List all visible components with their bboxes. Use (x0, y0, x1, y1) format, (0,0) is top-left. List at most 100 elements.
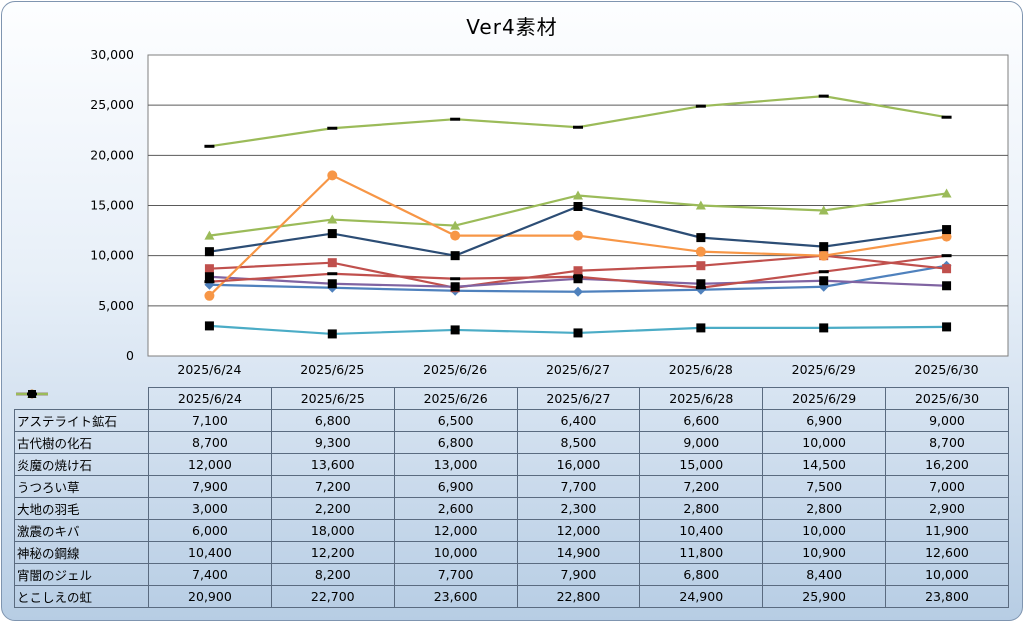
data-point (204, 321, 214, 331)
data-point (573, 286, 583, 297)
data-point (573, 275, 583, 279)
data-point (450, 117, 461, 121)
data-point (696, 323, 706, 333)
table-cell: 10,000 (762, 519, 887, 542)
table-cell: 9,000 (639, 431, 764, 454)
series-name: うつろい草 (17, 480, 80, 495)
table-row: とこしえの虹 20,900 22,700 23,600 22,800 24,900 25,9… (14, 392, 1009, 608)
table-cell: 12,200 (270, 541, 395, 564)
table-cell: 7,200 (270, 475, 395, 498)
table-cell: 2,800 (639, 497, 764, 520)
data-point (204, 280, 215, 284)
table-cell: 13,000 (393, 453, 518, 476)
data-point (696, 233, 706, 243)
data-point (941, 115, 952, 119)
data-point (327, 126, 338, 130)
data-point (450, 325, 460, 335)
data-point (819, 323, 829, 333)
table-row: 宵闇のジェル 7,400 8,200 7,700 7,900 6,800 8,400 10,0… (14, 392, 1009, 586)
table-cell: 22,700 (270, 585, 395, 608)
table-cell: 7,000 (885, 475, 1009, 498)
line-chart: 0 5,000 10,000 15,000 20,000 25,000 30,000 2025… (90, 47, 1009, 377)
data-point (573, 274, 583, 284)
data-point (695, 246, 706, 257)
data-point (695, 104, 706, 108)
data-point (573, 230, 583, 241)
table-column-header: 2025/6/27 (516, 387, 641, 410)
x-tick-label: 2025/6/28 (669, 362, 733, 377)
x-tick-label: 2025/6/25 (300, 362, 364, 377)
y-tick-label: 15,000 (90, 198, 134, 213)
table-cell: 9,000 (885, 409, 1009, 432)
table-cell: 7,500 (762, 475, 887, 498)
y-tick-label: 25,000 (90, 97, 134, 112)
table-cell: 6,000 (148, 519, 272, 542)
legend-key-cell: 大地の羽毛 (14, 389, 149, 520)
y-tick-label: 5,000 (98, 298, 134, 313)
data-point (573, 266, 583, 276)
table-cell: 8,400 (762, 563, 887, 586)
legend-key-cell: 宵闇のジェル (14, 392, 149, 586)
data-point (818, 94, 829, 98)
table-cell: 7,900 (516, 563, 641, 586)
data-point (818, 270, 829, 274)
data-point (204, 230, 215, 240)
table-cell: 13,600 (270, 453, 395, 476)
table-cell: 2,900 (885, 497, 1009, 520)
table-column-header: 2025/6/29 (762, 387, 887, 410)
legend-key-cell: アステライト鉱石 (14, 388, 149, 432)
table-cell: 7,400 (148, 563, 272, 586)
x-tick-label: 2025/6/29 (792, 362, 856, 377)
data-point (941, 231, 952, 242)
legend-key-cell: 炎魔の焼け石 (14, 388, 149, 476)
data-point (327, 214, 338, 224)
table-cell: 24,900 (639, 585, 764, 608)
table-cell: 14,900 (516, 541, 641, 564)
table-cell: 23,800 (885, 585, 1009, 608)
data-point (942, 264, 952, 274)
data-point (327, 229, 337, 239)
data-point (573, 328, 583, 338)
table-row: 激震のキバ 6,000 18,000 12,000 12,000 10,400 10,000… (14, 389, 1009, 542)
table-cell: 10,000 (393, 541, 518, 564)
table-row: 大地の羽毛 3,000 2,200 2,600 2,300 2,800 2,800 2,900 (14, 389, 1009, 520)
data-point (204, 290, 215, 301)
table-cell: 7,900 (148, 475, 272, 498)
table-cell: 6,800 (270, 409, 395, 432)
x-tick-label: 2025/6/30 (915, 362, 979, 377)
data-point (695, 286, 706, 290)
table-cell: 12,000 (393, 519, 518, 542)
table-cell: 11,900 (885, 519, 1009, 542)
table-cell: 23,600 (393, 585, 518, 608)
table-cell: 6,600 (639, 409, 764, 432)
data-point (819, 276, 829, 286)
data-point (450, 277, 461, 281)
data-point (204, 264, 214, 274)
data-point (204, 272, 214, 282)
table-column-header: 2025/6/28 (639, 387, 764, 410)
table-cell: 2,800 (762, 497, 887, 520)
table-cell: 7,700 (516, 475, 641, 498)
table-cell: 14,500 (762, 453, 887, 476)
table-cell: 20,900 (148, 585, 272, 608)
legend-key-cell: とこしえの虹 (14, 392, 149, 608)
table-cell: 12,000 (148, 453, 272, 476)
series-name: とこしえの虹 (17, 590, 93, 605)
data-point (818, 250, 829, 261)
series-name: 神秘の鋼線 (17, 546, 80, 561)
data-point (573, 202, 583, 212)
table-cell: 10,000 (885, 563, 1009, 586)
table-cell: 8,200 (270, 563, 395, 586)
table-cell: 9,300 (270, 431, 395, 454)
table-cell: 10,400 (148, 541, 272, 564)
table-cell: 7,200 (639, 475, 764, 498)
data-point (818, 205, 829, 215)
table-cell: 6,900 (393, 475, 518, 498)
table-cell: 2,600 (393, 497, 518, 520)
table-cell: 7,700 (393, 563, 518, 586)
data-point (573, 190, 583, 200)
data-point (327, 170, 338, 181)
data-table: 2025/6/24 2025/6/25 2025/6/26 2025/6/27 2025… (14, 387, 1009, 608)
data-point (573, 125, 583, 129)
